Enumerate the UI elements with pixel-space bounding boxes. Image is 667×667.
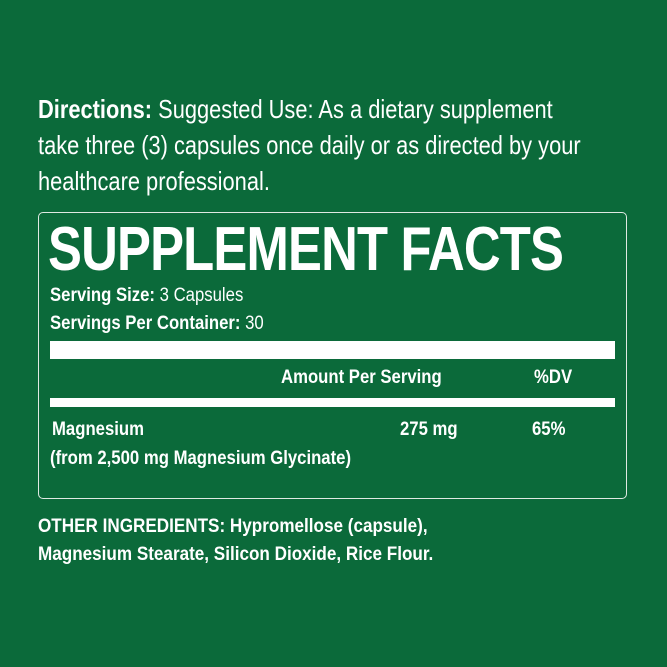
servings-value: 30 xyxy=(245,313,264,334)
serving-size: Serving Size: 3 Capsules xyxy=(50,285,243,307)
directions-text: Suggested Use: As a dietary supplement xyxy=(158,94,553,124)
directions-label: Directions: xyxy=(38,94,153,124)
nutrient-amount: 275 mg xyxy=(400,419,458,440)
serving-size-value: 3 Capsules xyxy=(159,285,244,306)
thick-divider xyxy=(50,341,615,359)
servings-per-container: Servings Per Container: 30 xyxy=(50,313,264,335)
supplement-facts-panel xyxy=(38,212,627,499)
other-ingredients-line-1: OTHER INGREDIENTS: Hypromellose (capsule… xyxy=(38,516,428,538)
divider xyxy=(50,398,615,407)
facts-title: SUPPLEMENT FACTS xyxy=(48,215,564,284)
nutrient-dv: 65% xyxy=(532,419,566,440)
servings-label: Servings Per Container: xyxy=(50,313,241,334)
directions-line-1: Directions: Suggested Use: As a dietary … xyxy=(38,94,553,125)
nutrient-source: (from 2,500 mg Magnesium Glycinate) xyxy=(50,448,352,469)
directions-line-3: healthcare professional. xyxy=(38,166,270,196)
nutrient-name: Magnesium xyxy=(52,419,144,440)
other-ingredients-label: OTHER INGREDIENTS: xyxy=(38,516,226,537)
serving-size-label: Serving Size: xyxy=(50,285,156,306)
directions-line-2: take three (3) capsules once daily or as… xyxy=(38,130,581,160)
header-dv: %DV xyxy=(534,367,573,388)
other-ingredients-line-2: Magnesium Stearate, Silicon Dioxide, Ric… xyxy=(38,544,434,565)
header-amount: Amount Per Serving xyxy=(281,367,442,388)
other-ingredients-text: Hypromellose (capsule), xyxy=(229,516,428,537)
